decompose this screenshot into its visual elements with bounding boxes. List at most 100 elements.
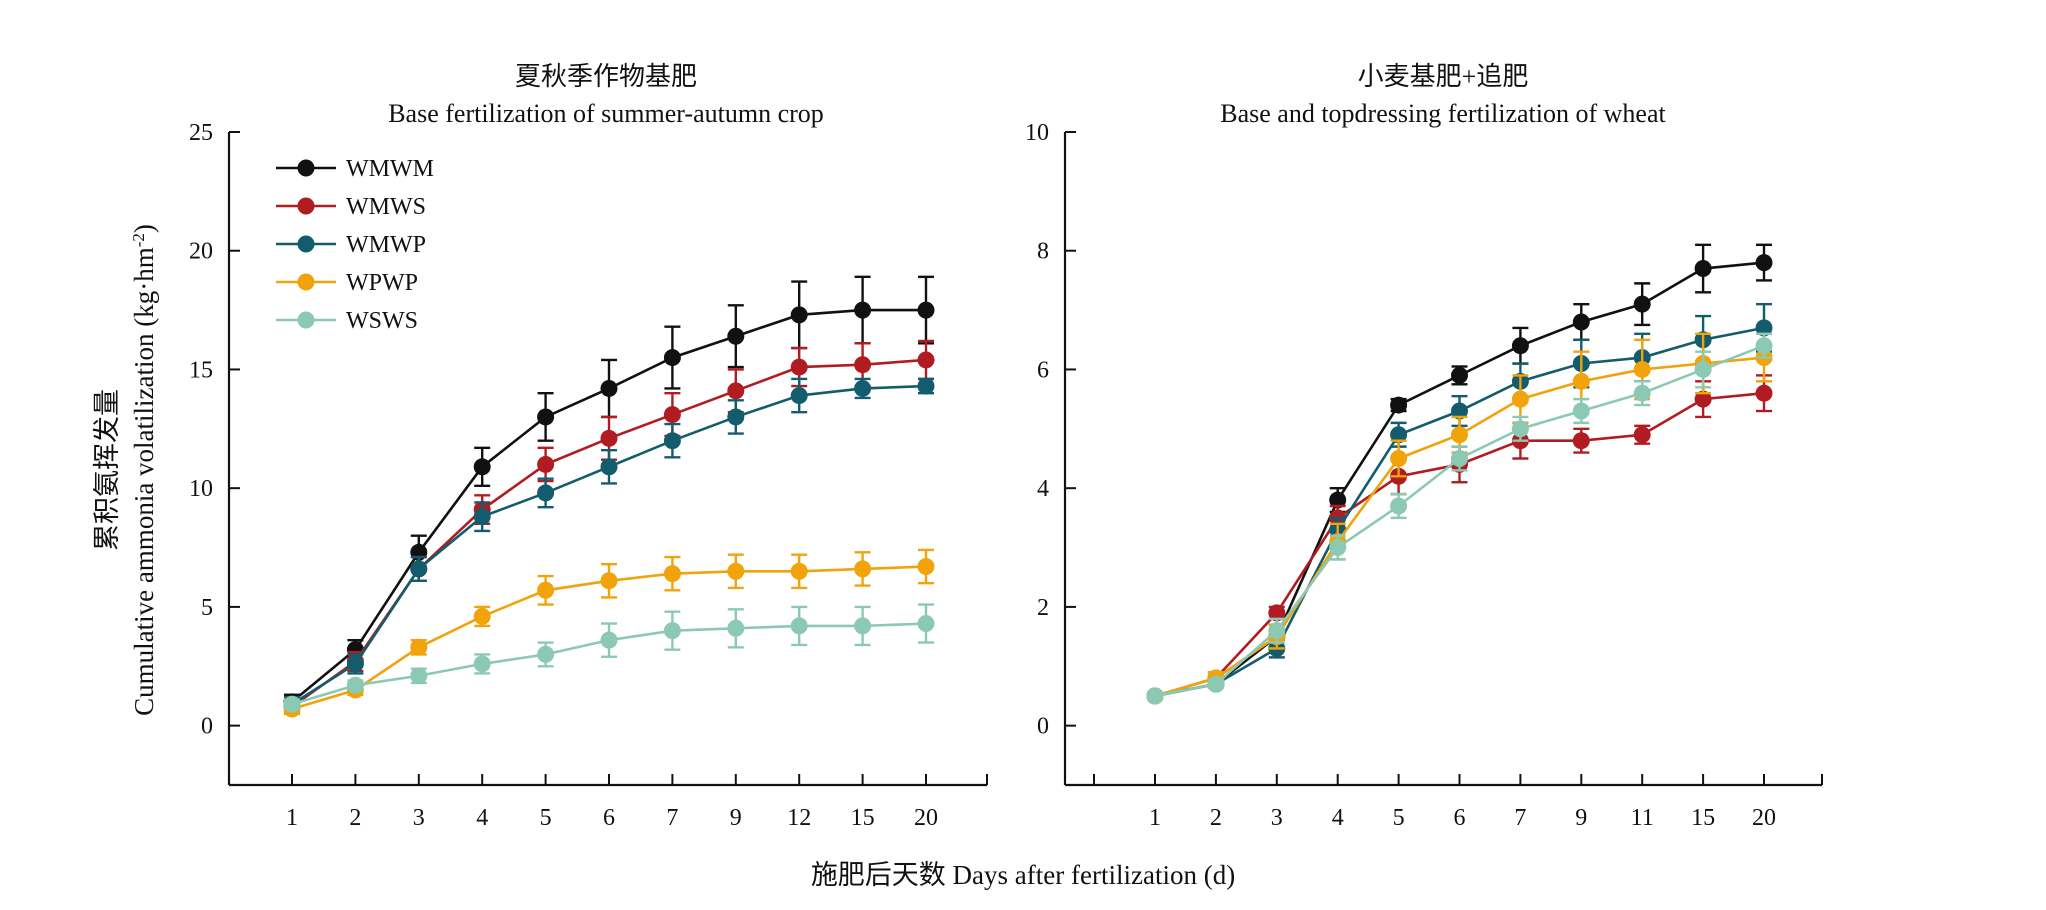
chart-right-x-tick-label: 20 (1752, 805, 1776, 831)
data-point (600, 631, 618, 649)
data-point (1390, 497, 1408, 515)
chart-left-title-en: Base fertilization of summer-autumn crop (388, 99, 824, 128)
data-point (473, 655, 491, 673)
legend-marker (297, 159, 315, 177)
y-axis-label-en-close: ) (129, 224, 159, 233)
chart-left-x-tick-label: 12 (787, 805, 811, 831)
data-point (917, 377, 935, 395)
data-point (1329, 539, 1347, 557)
data-point (1451, 426, 1468, 444)
chart-left-x-tick-label: 1 (286, 805, 298, 831)
data-point (1633, 295, 1651, 313)
data-point (473, 508, 491, 526)
data-point (1572, 402, 1590, 420)
data-point (917, 558, 935, 576)
data-point (537, 484, 555, 502)
legend-marker (297, 197, 315, 215)
data-point (410, 560, 428, 578)
data-point (727, 327, 745, 345)
data-point (917, 615, 935, 633)
data-point (1633, 426, 1651, 444)
chart-right-x-tick-label: 9 (1575, 805, 1587, 831)
data-point (663, 349, 681, 367)
data-point (346, 676, 364, 694)
data-point (600, 379, 618, 397)
chart-right-x-tick-label: 7 (1514, 805, 1526, 831)
data-point (473, 607, 491, 625)
y-axis-label-en-main: Cumulative ammonia volatilization (kg·hm (129, 247, 159, 716)
data-point (854, 301, 872, 319)
chart-right-series-wmwp (1146, 302, 1773, 705)
chart-left-y-tick-label: 25 (189, 120, 213, 146)
chart-right-x-tick-label: 15 (1691, 805, 1715, 831)
data-point (1572, 313, 1590, 331)
data-point (1451, 450, 1468, 467)
data-point (600, 572, 618, 590)
chart-left-x-tick-label: 20 (914, 805, 938, 831)
legend-label: WMWS (346, 194, 426, 220)
chart-left: 夏秋季作物基肥 Base fertilization of summer-autu… (189, 62, 988, 831)
data-point (1694, 360, 1712, 378)
chart-right-x-tick-label: 11 (1631, 805, 1654, 831)
chart-right-x-tick-label: 4 (1332, 805, 1344, 831)
data-point (917, 351, 935, 369)
chart-left-y-tick-label: 5 (201, 595, 213, 621)
data-point (537, 645, 555, 663)
legend-label: WMWP (346, 232, 426, 258)
legend-label: WMWM (346, 156, 434, 182)
data-point (854, 560, 872, 578)
data-point (1755, 337, 1773, 355)
chart-right-series-wmwm (1146, 243, 1773, 705)
chart-right-x-tick-label: 3 (1271, 805, 1283, 831)
legend-marker (297, 311, 315, 329)
data-point (1633, 384, 1651, 402)
data-point (663, 622, 681, 640)
chart-left-x-tick-label: 9 (730, 805, 742, 831)
y-axis-label-cn: 累积氨挥发量 (92, 389, 122, 551)
chart-right-series-wsws (1146, 332, 1773, 705)
data-point (1451, 402, 1468, 420)
legend-marker (297, 273, 315, 291)
data-point (1511, 420, 1529, 438)
chart-right-y-tick-label: 6 (1037, 357, 1049, 383)
chart-right-y-tick-label: 0 (1037, 714, 1049, 740)
data-point (790, 617, 808, 635)
data-point (410, 638, 428, 656)
chart-left-y-tick-label: 20 (189, 239, 213, 265)
chart-right-y-tick-label: 8 (1037, 239, 1049, 265)
chart-left-x-tick-label: 15 (851, 805, 875, 831)
chart-right-title-cn: 小麦基肥+追肥 (1358, 62, 1529, 91)
data-point (1390, 426, 1408, 444)
data-point (663, 432, 681, 450)
chart-right-x-tick-label: 1 (1149, 805, 1161, 831)
data-point (790, 562, 808, 580)
legend-label: WSWS (346, 308, 418, 334)
chart-right-title-en: Base and topdressing fertilization of wh… (1220, 99, 1666, 128)
data-point (473, 458, 491, 476)
y-axis-label-en-sup: -2 (129, 233, 148, 247)
chart-left-x-tick-label: 6 (603, 805, 615, 831)
data-point (1572, 432, 1590, 450)
data-point (1511, 390, 1529, 408)
chart-right-y-tick-label: 4 (1037, 476, 1049, 502)
data-point (1207, 675, 1225, 693)
data-point (1694, 390, 1712, 408)
data-point (727, 382, 745, 400)
chart-left-title-cn: 夏秋季作物基肥 (515, 62, 697, 91)
chart-left-series-wmwp (283, 377, 935, 713)
legend: WMWM WMWS WMWP WPWP WSWS (276, 156, 434, 334)
data-point (600, 458, 618, 476)
data-point (600, 429, 618, 447)
chart-left-x-tick-label: 3 (413, 805, 425, 831)
chart-left-x-tick-label: 7 (666, 805, 678, 831)
data-point (790, 306, 808, 324)
chart-left-x-tick-label: 4 (476, 805, 488, 831)
y-axis-label-en: Cumulative ammonia volatilization (kg·hm… (129, 224, 160, 716)
data-point (1633, 360, 1651, 378)
data-point (790, 387, 808, 405)
data-point (727, 408, 745, 426)
chart-left-x-tick-label: 2 (349, 805, 361, 831)
chart-right-x-tick-label: 5 (1393, 805, 1405, 831)
data-point (283, 695, 301, 713)
